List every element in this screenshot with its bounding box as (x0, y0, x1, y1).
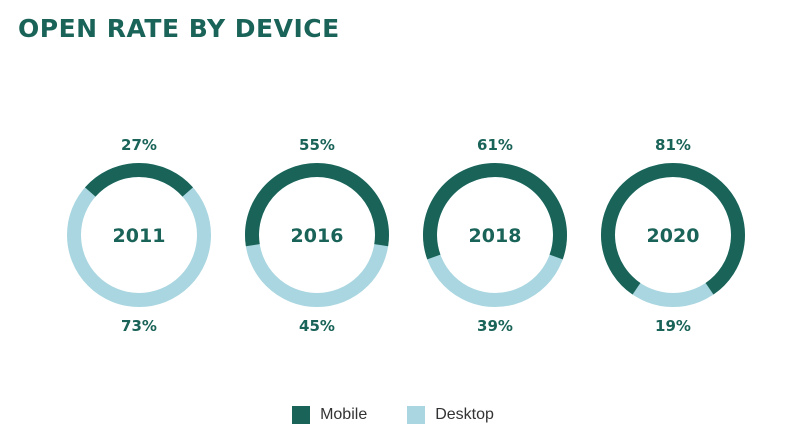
desktop-pct-label-2016: 45% (299, 317, 335, 335)
mobile-arc-2016 (245, 163, 389, 247)
mobile-arc-2011 (84, 163, 194, 197)
desktop-pct-label-2011: 73% (121, 317, 157, 335)
year-label-2018: 2018 (469, 225, 522, 247)
mobile-pct-label-2018: 61% (477, 136, 513, 154)
mobile-pct-label-2011: 27% (121, 136, 157, 154)
mobile-pct-label-2020: 81% (655, 136, 691, 154)
legend-swatch-mobile (292, 406, 311, 424)
legend-item-mobile: Mobile (292, 406, 367, 424)
year-label-2016: 2016 (291, 225, 344, 247)
legend-item-desktop: Desktop (407, 406, 494, 424)
desktop-pct-label-2020: 19% (655, 317, 691, 335)
mobile-arc-2020 (601, 163, 745, 295)
mobile-pct-label-2016: 55% (299, 136, 335, 154)
mobile-arc-2018 (423, 163, 567, 260)
year-label-2011: 2011 (113, 225, 166, 247)
desktop-pct-label-2018: 39% (477, 317, 513, 335)
legend-label-desktop: Desktop (435, 406, 494, 423)
year-label-2020: 2020 (647, 225, 700, 247)
legend: Mobile Desktop (0, 406, 786, 424)
legend-swatch-desktop (407, 406, 426, 424)
chart-title: OPEN RATE BY DEVICE (18, 14, 340, 43)
legend-label-mobile: Mobile (320, 406, 368, 423)
